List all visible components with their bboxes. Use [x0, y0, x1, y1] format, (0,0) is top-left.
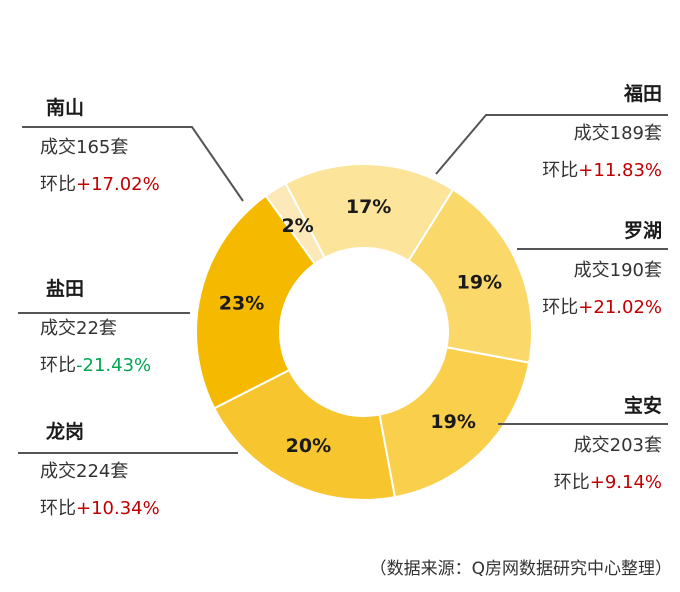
- source-note: （数据来源：Q房网数据研究中心整理）: [370, 559, 672, 579]
- district-deals: 成交203套: [574, 435, 662, 456]
- district-mom-change: 环比+17.02%: [40, 174, 160, 195]
- slice-percent-labels: 19% 19% 20% 23% 2% 17%: [219, 196, 502, 457]
- district-name: 盐田: [46, 277, 84, 300]
- slice-percent-label: 20%: [286, 435, 331, 457]
- leader-line: [435, 114, 668, 175]
- district-deals: 成交165套: [40, 137, 128, 158]
- slice-percent-label: 23%: [219, 292, 264, 314]
- district-name: 南山: [46, 97, 84, 119]
- donut-slice: [212, 368, 397, 501]
- donut-slice: [284, 163, 455, 263]
- district-mom-change: 环比+11.83%: [542, 160, 662, 181]
- leader-line: [22, 126, 244, 202]
- district-mom-change: 环比+10.34%: [40, 498, 160, 519]
- district-name: 罗湖: [624, 220, 662, 242]
- donut-slices: [195, 163, 533, 501]
- slice-percent-label: 17%: [346, 196, 391, 218]
- leader-lines: [18, 114, 668, 454]
- donut-slice: [195, 194, 317, 410]
- district-mom-change: 环比+9.14%: [554, 472, 662, 493]
- district-deals: 成交22套: [40, 318, 117, 339]
- donut-slice: [378, 346, 531, 499]
- district-deals: 成交190套: [574, 260, 662, 281]
- slice-percent-label: 19%: [457, 271, 502, 293]
- slice-percent-label: 19%: [430, 411, 475, 433]
- district-mom-change: 环比+21.02%: [542, 297, 662, 318]
- district-name: 龙岗: [46, 420, 84, 443]
- district-name: 福田: [623, 82, 662, 105]
- district-mom-change: 环比-21.43%: [40, 355, 151, 376]
- district-name: 宝安: [624, 394, 662, 417]
- donut-slice: [407, 188, 533, 364]
- district-deals: 成交189套: [574, 123, 662, 144]
- district-deals: 成交224套: [40, 461, 128, 482]
- slice-percent-label: 2%: [281, 215, 313, 237]
